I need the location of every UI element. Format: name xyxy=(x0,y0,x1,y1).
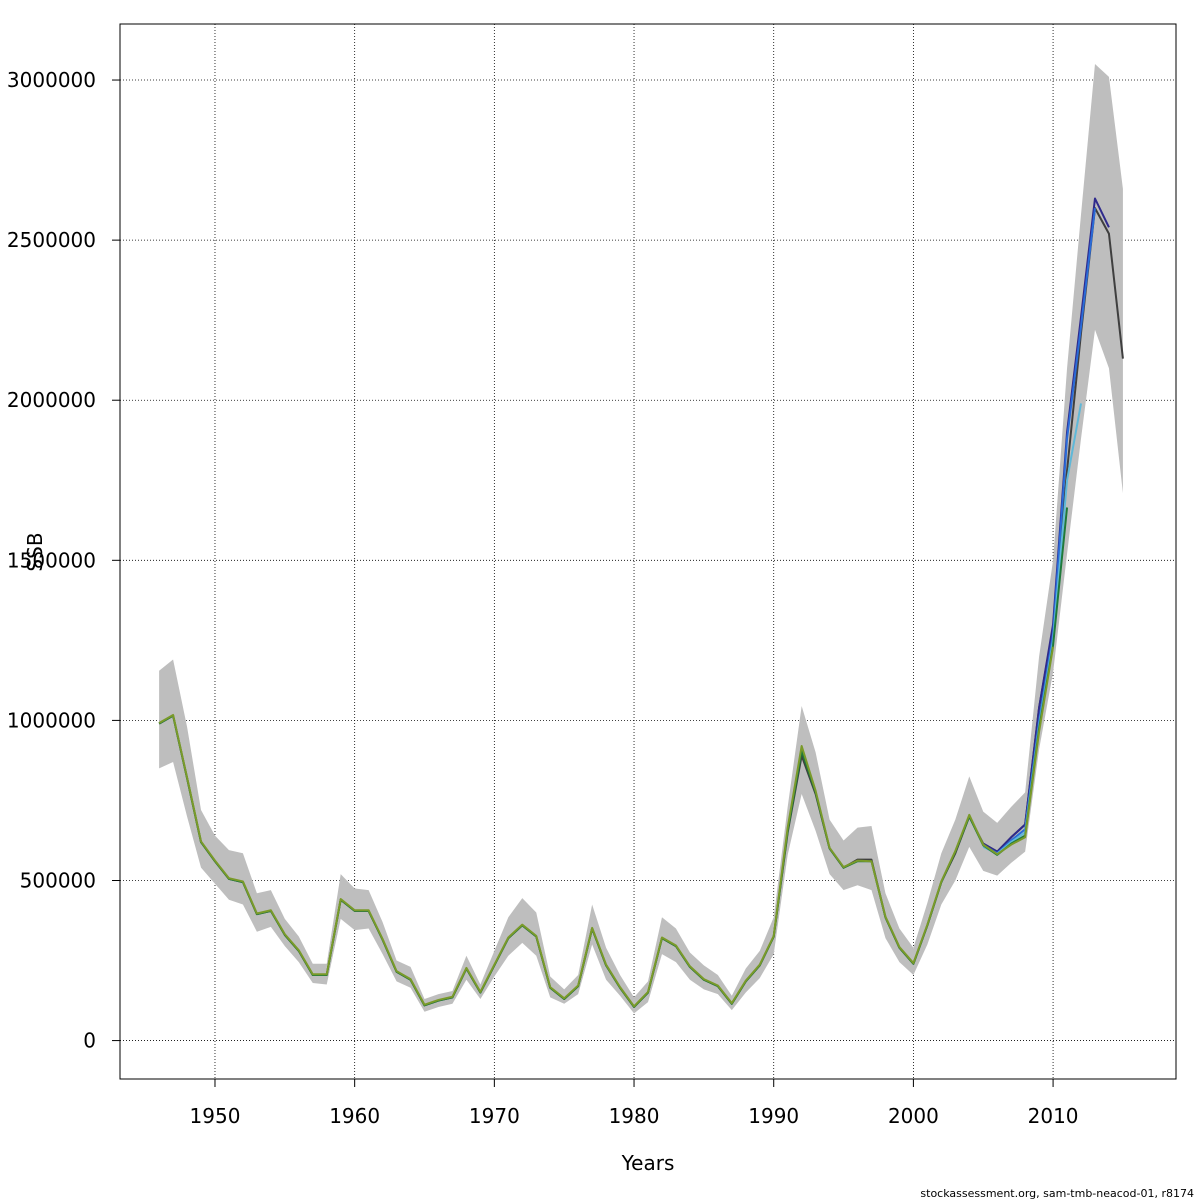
x-tick-label: 2010 xyxy=(1028,1104,1079,1128)
confidence-band xyxy=(159,64,1123,1014)
y-tick-label: 0 xyxy=(83,1029,96,1053)
x-tick-label: 1970 xyxy=(469,1104,520,1128)
y-tick-label: 1000000 xyxy=(7,708,96,732)
plot-frame xyxy=(119,23,1177,1080)
x-tick-label: 1990 xyxy=(748,1104,799,1128)
y-tick-label: 3000000 xyxy=(7,68,96,92)
y-tick-label: 2000000 xyxy=(7,388,96,412)
series-line-2 xyxy=(982,197,1110,853)
y-tick-label: 2500000 xyxy=(7,228,96,252)
grid-lines xyxy=(120,24,1176,1079)
x-tick-label: 1950 xyxy=(190,1104,241,1128)
y-axis-title: SSB xyxy=(23,532,47,571)
footer-credit: stockassessment.org, sam-tmb-neacod-01, … xyxy=(920,1187,1194,1200)
confidence-band-layer xyxy=(159,64,1123,1014)
y-tick-label: 1500000 xyxy=(7,548,96,572)
x-tick-label: 1960 xyxy=(329,1104,380,1128)
x-axis-title: Years xyxy=(621,1151,675,1175)
x-tick-label: 1980 xyxy=(609,1104,660,1128)
series-lines xyxy=(158,197,1124,1008)
x-tick-label: 2000 xyxy=(888,1104,939,1128)
series-line-6 xyxy=(158,646,1055,1008)
axes: 1950 1960 1970 1980 1990 2000 2010 0 500000 10000… xyxy=(7,68,1079,1128)
series-line-1 xyxy=(158,207,1124,1008)
y-tick-label: 500000 xyxy=(20,868,96,892)
